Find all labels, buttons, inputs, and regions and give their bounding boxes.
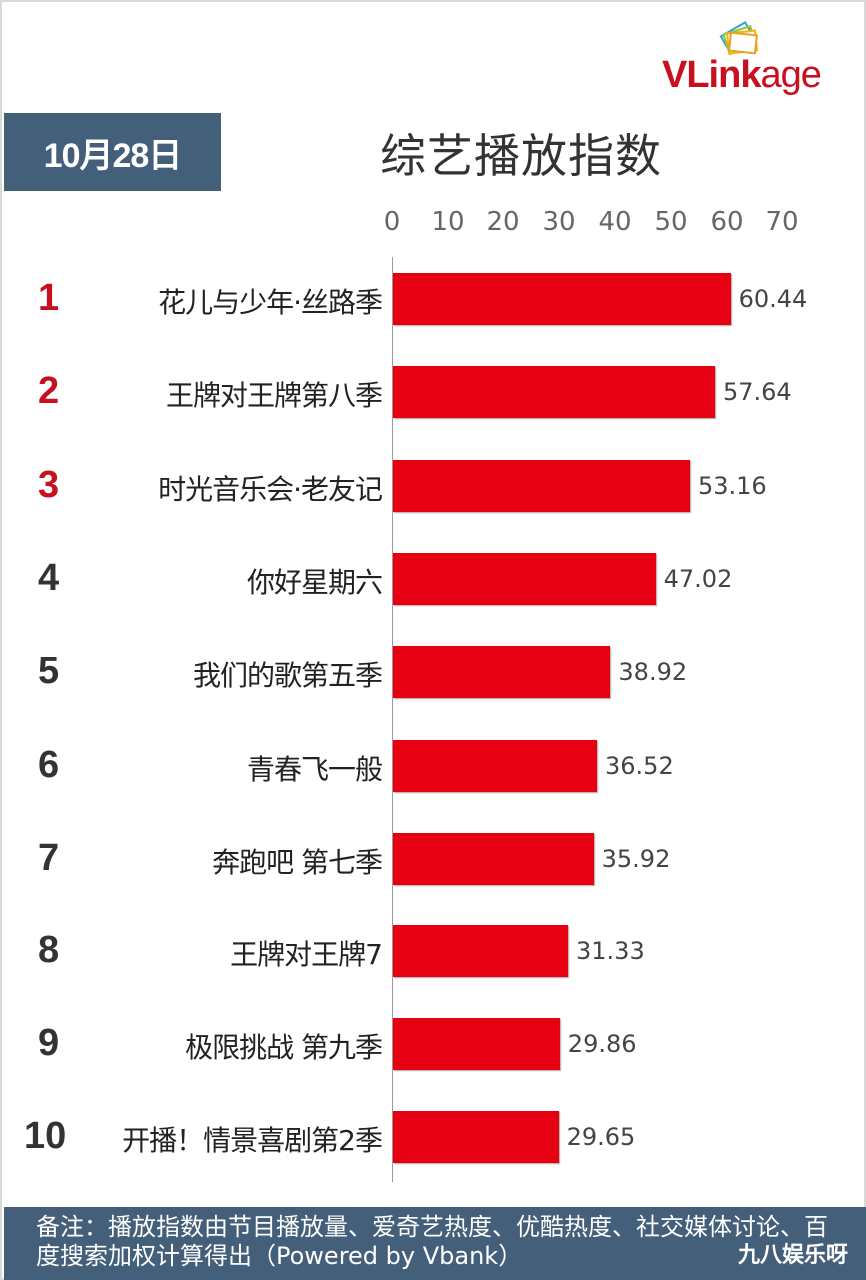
bar-row: 10 开播！情景喜剧第2季 29.65 <box>2 1111 866 1163</box>
bar-row: 7 奔跑吧 第七季 35.92 <box>2 833 866 885</box>
cards-icon <box>719 20 759 56</box>
bar <box>393 1018 560 1070</box>
bar-row: 5 我们的歌第五季 38.92 <box>2 646 866 698</box>
value-label: 29.86 <box>567 1030 637 1058</box>
rank-number: 5 <box>38 650 60 692</box>
tick-50: 50 <box>654 207 688 237</box>
show-name: 花儿与少年·丝路季 <box>158 286 383 319</box>
bar <box>393 460 690 512</box>
rank-number: 4 <box>38 557 60 599</box>
tick-30: 30 <box>542 207 576 237</box>
bar-row: 2 王牌对王牌第八季 57.64 <box>2 366 866 418</box>
value-label: 36.52 <box>605 752 674 780</box>
bar <box>393 925 568 977</box>
rank-number: 1 <box>38 277 60 319</box>
show-name: 青春飞一般 <box>246 753 383 786</box>
show-name: 我们的歌第五季 <box>192 659 383 692</box>
tick-20: 20 <box>486 207 520 237</box>
footer-banner: 备注：播放指数由节目播放量、爱奇艺热度、优酷热度、社交媒体讨论、百度搜索加权计算… <box>4 1207 866 1280</box>
tick-70: 70 <box>765 207 799 237</box>
rank-number: 7 <box>38 837 60 879</box>
show-name: 奔跑吧 第七季 <box>212 846 383 879</box>
date-badge: 10月28日 <box>4 113 221 191</box>
bar-row: 9 极限挑战 第九季 29.86 <box>2 1018 866 1070</box>
show-name: 你好星期六 <box>246 566 383 599</box>
tick-40: 40 <box>598 207 632 237</box>
bar-row: 1 花儿与少年·丝路季 60.44 <box>2 273 866 325</box>
value-label: 29.65 <box>566 1123 636 1151</box>
tick-10: 10 <box>431 207 465 237</box>
logo-text: VLinkage <box>662 54 822 96</box>
chart-title: 综艺播放指数 <box>380 129 662 183</box>
value-label: 47.02 <box>663 565 733 593</box>
rank-number: 6 <box>38 744 60 786</box>
rank-number: 3 <box>38 464 60 506</box>
rank-number: 2 <box>38 370 60 412</box>
tick-0: 0 <box>383 207 401 237</box>
bar-row: 4 你好星期六 47.02 <box>2 553 866 605</box>
bar <box>393 646 611 698</box>
y-axis-line <box>392 257 393 1182</box>
value-label: 60.44 <box>738 285 808 313</box>
bar <box>393 553 656 605</box>
show-name: 王牌对王牌7 <box>230 938 383 971</box>
rank-number: 9 <box>38 1022 60 1064</box>
show-name: 极限挑战 第九季 <box>185 1031 383 1064</box>
show-name: 开播！情景喜剧第2季 <box>122 1124 383 1157</box>
show-name: 王牌对王牌第八季 <box>165 379 383 412</box>
bar <box>393 740 597 792</box>
bar <box>393 366 715 418</box>
rank-number: 8 <box>38 929 60 971</box>
value-label: 57.64 <box>722 378 792 406</box>
footer-note: 备注：播放指数由节目播放量、爱奇艺热度、优酷热度、社交媒体讨论、百度搜索加权计算… <box>36 1213 828 1270</box>
x-axis-ticks: 0 10 20 30 40 50 60 70 <box>2 207 866 247</box>
bar <box>393 833 594 885</box>
value-label: 35.92 <box>601 845 671 873</box>
watermark: 九八娱乐呀 <box>737 1243 848 1268</box>
value-label: 38.92 <box>618 658 688 686</box>
bar-row: 3 时光音乐会·老友记 53.16 <box>2 460 866 512</box>
tick-60: 60 <box>710 207 744 237</box>
vlinkage-logo: VLinkage <box>660 18 860 98</box>
bar-row: 6 青春飞一般 36.52 <box>2 740 866 792</box>
rank-number: 10 <box>24 1115 67 1157</box>
bar-row: 8 王牌对王牌7 31.33 <box>2 925 866 977</box>
value-label: 31.33 <box>576 937 645 965</box>
value-label: 53.16 <box>697 472 767 500</box>
bar <box>393 1111 559 1163</box>
bar <box>393 273 731 325</box>
show-name: 时光音乐会·老友记 <box>158 473 383 506</box>
